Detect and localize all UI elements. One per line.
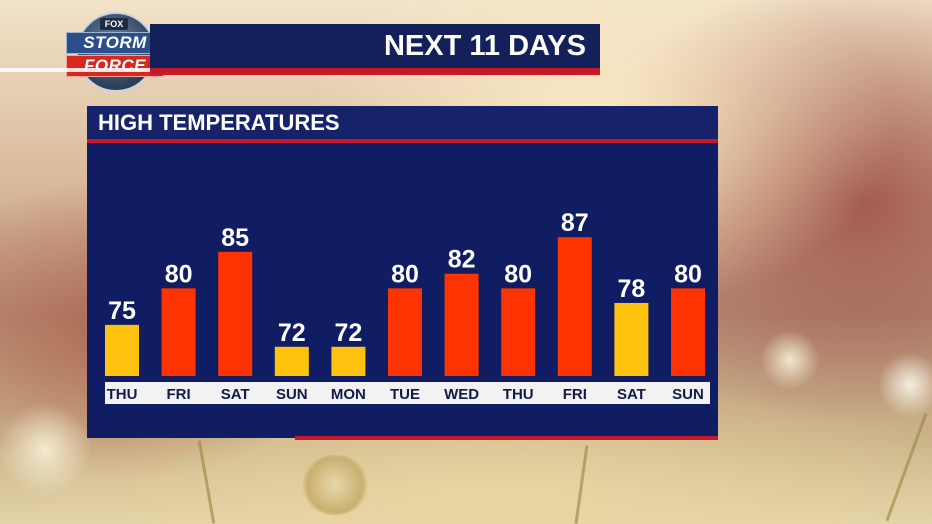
data-label: 80 [165,260,193,288]
bar-tue-5 [388,288,422,376]
day-label: THU [503,386,534,403]
bar-fri-8 [557,237,592,376]
data-label: 78 [617,275,645,303]
stem-decoration [885,412,928,522]
logo-storm-text: STORM [66,32,164,54]
day-label: TUE [390,386,420,403]
data-label: 80 [674,260,702,288]
day-label: WED [444,386,479,403]
bar-wed-6 [444,273,479,376]
day-label: FRI [563,386,587,403]
data-label: 72 [278,319,306,347]
day-label: FRI [167,386,191,403]
bar-thu-0 [105,324,139,376]
data-label: 72 [334,319,362,347]
bar-sun-10 [671,288,705,376]
flower-decoration [880,350,932,420]
day-label: THU [107,386,138,403]
data-label: 87 [561,209,589,237]
day-label-strip [105,382,710,404]
bar-mon-4 [331,346,366,376]
day-label: SUN [276,386,308,403]
panel-header: HIGH TEMPERATURES [87,106,718,140]
chart-title: HIGH TEMPERATURES [98,110,340,135]
bar-thu-7 [501,288,536,376]
flower-decoration [300,455,370,515]
stem-decoration [197,440,216,524]
day-label: SUN [672,386,704,403]
flower-decoration [0,400,90,500]
bar-fri-1 [161,288,196,376]
panel-bottom-accent [295,436,718,440]
panel-header-underline [87,139,718,143]
day-label: SAT [617,386,646,403]
data-label: 75 [108,297,136,325]
flower-decoration [760,330,820,390]
data-label: 82 [448,246,476,274]
logo-network: FOX 32 [100,18,128,41]
page-title: NEXT 11 DAYS [383,30,586,62]
day-label: MON [331,386,366,403]
title-bar: NEXT 11 DAYS [150,24,600,68]
bar-sun-3 [274,346,309,376]
bar-sat-9 [614,302,649,376]
temperature-bar-chart: 75 THU 80 FRI 85 SAT 72 SUN 72 MON 80 TUE 82 WED 80 THU… [105,209,705,403]
data-label: 85 [221,224,249,252]
title-bar-underline [150,68,600,75]
data-label: 80 [391,260,419,288]
bar-sat-2 [218,251,253,376]
title-accent-line [0,68,150,72]
chart-panel: HIGH TEMPERATURES 75 THU 80 FRI 85 SAT 72 SUN 72… [87,106,718,438]
data-label: 80 [504,260,532,288]
stem-decoration [574,445,589,524]
day-label: SAT [221,386,250,403]
